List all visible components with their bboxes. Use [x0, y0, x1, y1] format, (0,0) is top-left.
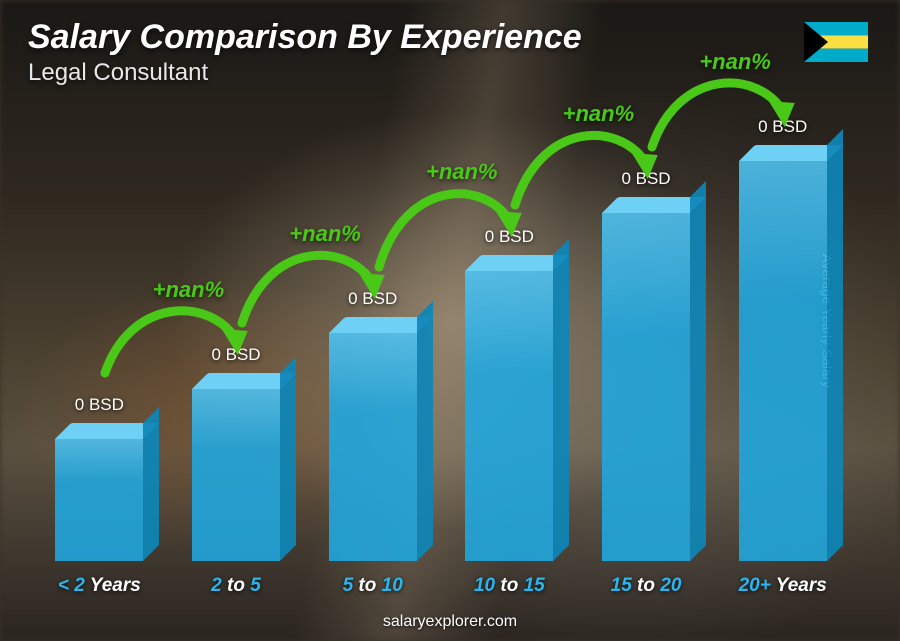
x-category-label: 5 to 10 [313, 575, 432, 597]
delta-label: +nan% [563, 101, 635, 127]
flag-icon [804, 22, 868, 62]
delta-label: +nan% [699, 49, 771, 75]
bar [739, 145, 827, 561]
bar-value-label: 0 BSD [211, 345, 260, 365]
bar [192, 373, 280, 561]
bar-column: 0 BSD [450, 227, 569, 561]
bar-value-label: 0 BSD [621, 169, 670, 189]
bar-column: 0 BSD [40, 395, 159, 561]
bar [329, 317, 417, 561]
delta-label: +nan% [289, 221, 361, 247]
delta-label: +nan% [153, 277, 225, 303]
bar-column: 0 BSD [723, 117, 842, 561]
bar-value-label: 0 BSD [348, 289, 397, 309]
bar [465, 255, 553, 561]
bar-chart: 0 BSD0 BSD0 BSD0 BSD0 BSD0 BSD+nan%+nan%… [40, 121, 842, 561]
bar-column: 0 BSD [313, 289, 432, 561]
bar [55, 423, 143, 561]
bar-column: 0 BSD [177, 345, 296, 561]
x-category-label: 10 to 15 [450, 575, 569, 597]
x-category-label: 15 to 20 [587, 575, 706, 597]
bar-value-label: 0 BSD [485, 227, 534, 247]
bar [602, 197, 690, 561]
bar-value-label: 0 BSD [75, 395, 124, 415]
x-category-label: < 2 Years [40, 575, 159, 597]
x-axis-labels: < 2 Years 2 to 5 5 to 10 10 to 15 15 to 20 20… [40, 575, 842, 597]
x-category-label: 20+ Years [723, 575, 842, 597]
footer-site: salaryexplorer.com [0, 613, 900, 631]
x-category-label: 2 to 5 [177, 575, 296, 597]
bar-value-label: 0 BSD [758, 117, 807, 137]
bar-column: 0 BSD [587, 169, 706, 561]
delta-label: +nan% [426, 159, 498, 185]
